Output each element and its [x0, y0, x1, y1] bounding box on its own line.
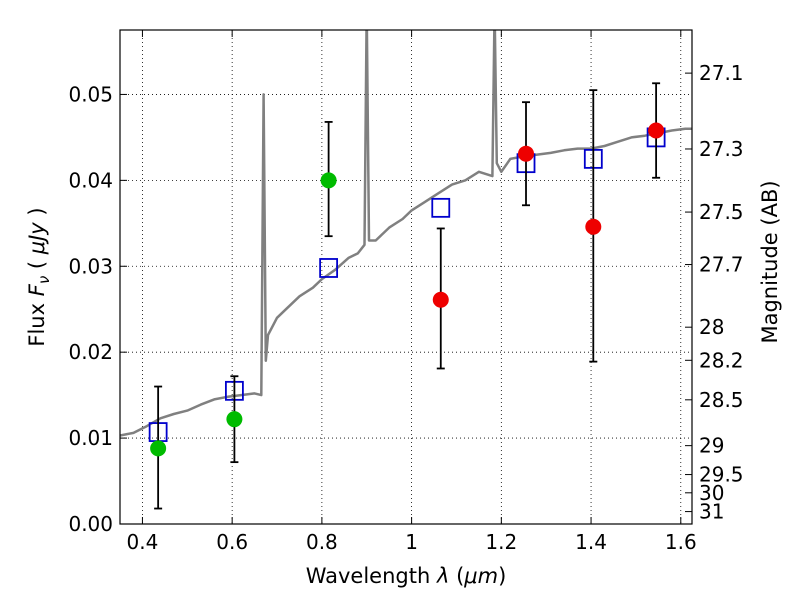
- x-tick-label: 1.2: [485, 530, 517, 554]
- y2-tick-label: 28.2: [699, 348, 744, 372]
- observed-point-red: [585, 218, 602, 235]
- observed-point-red: [432, 291, 449, 308]
- y2-tick-label: 27.7: [699, 253, 744, 277]
- y-axis-label: Flux Fν ( μJy ): [25, 207, 53, 346]
- y2-tick-label: 28.5: [699, 388, 744, 412]
- y2-tick-label: 31: [699, 500, 724, 524]
- x-tick-label: 0.8: [306, 530, 338, 554]
- y-tick-label: 0.00: [68, 512, 113, 536]
- x-tick-label: 1.6: [665, 530, 697, 554]
- plot-area: [120, 30, 692, 510]
- axis-ticks: 0.4 0.6 0.8 1 1.2 1.4 1.6 0.00 0.01 0.02 0.03 0.04 0…: [68, 30, 744, 554]
- y2-tick-label: 28: [699, 315, 724, 339]
- y2-tick-label: 30: [699, 481, 724, 505]
- y2-axis-label: Magnitude (AB): [758, 180, 782, 343]
- x-axis-label: Wavelength λ (μm): [306, 564, 507, 588]
- x-tick-label: 1.4: [575, 530, 607, 554]
- model-flux-marker: [319, 258, 339, 278]
- x-tick-label: 0.4: [127, 530, 159, 554]
- plot-frame: [119, 29, 693, 525]
- y2-tick-label: 27.3: [699, 137, 744, 161]
- model-flux-marker: [431, 197, 451, 218]
- y-tick-label: 0.03: [68, 254, 113, 278]
- y2-tick-label: 27.1: [699, 61, 744, 85]
- y2-tick-label: 29: [699, 434, 724, 458]
- observed-point-green: [320, 172, 337, 189]
- y-tick-label: 0.05: [68, 82, 113, 106]
- grid-lines: [120, 30, 692, 524]
- x-tick-label: 0.6: [216, 530, 248, 554]
- spectrum-line: [120, 30, 692, 437]
- y-tick-label: 0.02: [68, 340, 113, 364]
- y2-tick-label: 29.5: [699, 463, 744, 487]
- y-tick-label: 0.01: [68, 426, 113, 450]
- y2-tick-label: 27.5: [699, 200, 744, 224]
- observed-point-green: [150, 440, 167, 457]
- observed-point-red: [518, 145, 535, 162]
- observed-point-red: [648, 122, 665, 139]
- observed-point-green: [226, 411, 243, 428]
- x-tick-label: 1: [405, 530, 418, 554]
- y-tick-label: 0.04: [68, 168, 113, 192]
